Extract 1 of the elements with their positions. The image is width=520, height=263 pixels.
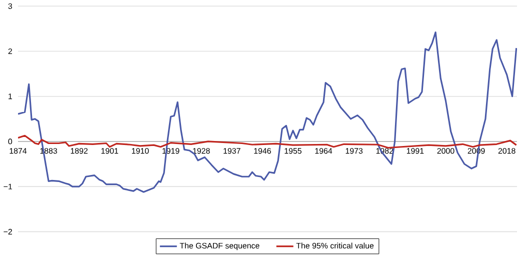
- line-series: [18, 134, 518, 149]
